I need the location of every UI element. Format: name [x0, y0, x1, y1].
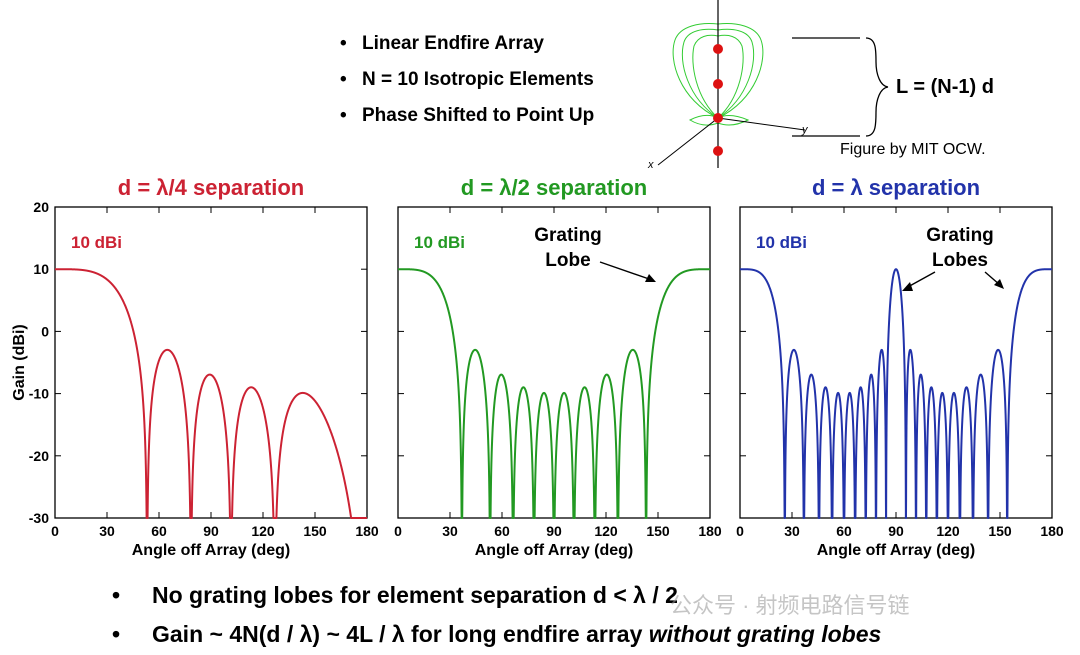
peak-gain-label: 10 dBi [414, 233, 465, 252]
y-tick-label: 0 [41, 323, 49, 339]
plot-frame [54, 206, 368, 519]
gain-chart-panel: 0 30 60 90 120 150 180 20 10 0 -10 -20 -30 Angle off … [11, 199, 379, 559]
x-tick-label: 90 [546, 523, 562, 539]
array-element [713, 146, 723, 156]
x-tick-label: 150 [646, 523, 670, 539]
y-axis-label: y [801, 124, 809, 136]
x-tick-label: 120 [251, 523, 275, 539]
grating-lobe-label: Grating [534, 225, 602, 246]
gain-curve [397, 268, 711, 519]
arrow-head [645, 274, 656, 282]
x-tick-label: 30 [442, 523, 458, 539]
y-tick-label: -20 [29, 448, 49, 464]
arrow-head [902, 282, 913, 291]
x-tick-label: 0 [394, 523, 402, 539]
x-tick-label: 120 [936, 523, 960, 539]
peak-gain-label: 10 dBi [71, 233, 122, 252]
length-bracket [792, 37, 889, 137]
bullet-item: • Linear Endfire Array [340, 33, 544, 54]
x-tick-label: 150 [988, 523, 1012, 539]
y-tick-label: -10 [29, 386, 49, 402]
x-axis-label: x [647, 159, 654, 170]
endfire-array-diagram: y x [647, 0, 889, 170]
y-axis-label: Gain (dBi) [11, 324, 28, 400]
panel-title-half-wave: d = λ/2 separation [460, 175, 648, 200]
gain-charts: 0 30 60 90 120 150 180 20 10 0 -10 -20 -30 Angle off … [11, 199, 1064, 559]
x-tick-label: 0 [51, 523, 59, 539]
grating-lobe-arrow [599, 261, 653, 281]
x-tick-label: 30 [99, 523, 115, 539]
x-tick-label: 180 [355, 523, 379, 539]
array-element [713, 44, 723, 54]
x-tick-label: 60 [151, 523, 167, 539]
gain-chart-panel: 0 30 60 90 120 150 180 Angle off Array (deg) 10 … [736, 206, 1064, 559]
bullet-item: • Phase Shifted to Point Up [340, 105, 595, 126]
panel-title-quarter-wave: d = λ/4 separation [117, 175, 305, 200]
bullet-item: • N = 10 Isotropic Elements [340, 69, 594, 90]
y-tick-label: -30 [29, 510, 49, 526]
figure-credit: Figure by MIT OCW. [840, 141, 986, 158]
panel-title-full-wave: d = λ separation [811, 175, 981, 200]
gain-curve [739, 268, 1053, 519]
gain-curve [54, 268, 368, 519]
x-axis-label: Angle off Array (deg) [817, 542, 976, 559]
gain-chart-panel: 0 30 60 90 120 150 180 Angle off Array (deg) 10 … [394, 206, 722, 559]
x-tick-label: 60 [836, 523, 852, 539]
arrow-head [994, 279, 1004, 289]
bottom-note-2: • Gain ~ 4N(d / λ) ~ 4L / λ for long endf… [112, 621, 882, 647]
array-element [713, 79, 723, 89]
y-tick-label: 20 [33, 199, 49, 215]
watermark: 公众号 · 射频电路信号链 [670, 593, 910, 618]
x-axis-line [657, 117, 719, 166]
x-tick-label: 60 [494, 523, 510, 539]
x-tick-label: 180 [698, 523, 722, 539]
grating-lobes-label: Grating [926, 225, 994, 246]
x-tick-label: 180 [1040, 523, 1064, 539]
y-tick-label: 10 [33, 261, 49, 277]
bottom-note-1: • No grating lobes for element separation… [112, 582, 678, 608]
bullet-list: • Linear Endfire Array • N = 10 Isotropic … [340, 30, 594, 138]
x-tick-label: 0 [736, 523, 744, 539]
x-tick-label: 150 [303, 523, 327, 539]
peak-gain-label: 10 dBi [756, 233, 807, 252]
x-tick-label: 120 [594, 523, 618, 539]
x-tick-label: 90 [203, 523, 219, 539]
grating-lobes-label: Lobes [932, 250, 988, 271]
x-axis-label: Angle off Array (deg) [475, 542, 634, 559]
x-tick-label: 90 [888, 523, 904, 539]
y-axis-line [717, 117, 806, 131]
plot-frame [739, 206, 1053, 519]
length-formula: L = (N-1) d [896, 76, 994, 98]
x-tick-label: 30 [784, 523, 800, 539]
grating-lobe-label: Lobe [545, 250, 590, 271]
x-axis-label: Angle off Array (deg) [132, 542, 291, 559]
array-element [713, 113, 723, 123]
